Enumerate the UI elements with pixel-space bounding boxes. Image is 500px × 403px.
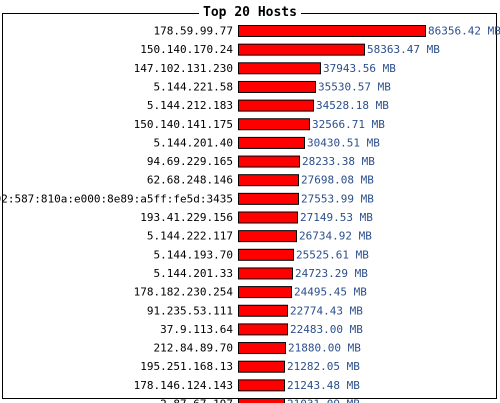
value-label: 22774.43 MB [290,304,363,317]
bar [238,342,286,355]
bar [238,80,316,93]
value-label: 21243.48 MB [287,379,360,392]
category-label: 5.144.193.70 [154,248,233,261]
bar [238,99,314,112]
value-label: 21031.09 MB [287,398,360,403]
category-label: 2a02:587:810a:e000:8e89:a5ff:fe5d:3435 [0,192,233,205]
bar [238,398,285,403]
category-label: 195.251.168.13 [140,360,233,373]
chart-title: Top 20 Hosts [199,5,301,20]
value-label: 25525.61 MB [296,248,369,261]
bar [238,230,297,243]
value-label: 58363.47 MB [367,43,440,56]
category-label: 212.84.89.70 [154,342,233,355]
category-label: 178.182.230.254 [134,286,234,299]
category-label: 37.9.113.64 [160,323,233,336]
category-label: 147.102.131.230 [134,62,233,75]
bar [238,118,310,131]
category-label: 91.235.53.111 [147,304,233,317]
bar [238,286,292,299]
category-label: 150.140.170.24 [140,43,233,56]
category-label: 94.69.229.165 [147,155,233,168]
value-label: 21880.00 MB [288,342,361,355]
value-label: 27698.08 MB [301,174,374,187]
bar [238,155,300,168]
bar [238,360,285,373]
bar [238,62,321,75]
bar [238,211,298,224]
bar [238,192,299,205]
category-label: 178.146.124.143 [134,379,233,392]
bar [238,136,305,149]
bar [238,323,288,336]
value-label: 21282.05 MB [287,360,360,373]
value-label: 22483.00 MB [290,323,363,336]
value-label: 24495.45 MB [294,286,367,299]
category-label: 193.41.229.156 [140,211,233,224]
bar [238,25,426,37]
category-label: 5.144.221.58 [154,80,233,93]
value-label: 34528.18 MB [316,99,389,112]
category-label: 5.144.201.40 [154,136,233,149]
chart-title-wrap: Top 20 Hosts [0,5,500,21]
value-label: 26734.92 MB [299,230,372,243]
value-label: 27149.53 MB [300,211,373,224]
category-label: 178.59.99.77 [154,25,233,38]
category-label: 2.87.67.197 [160,398,233,403]
bar [238,248,294,261]
category-label: 5.144.201.33 [154,267,233,280]
bar [238,379,285,392]
value-label: 30430.51 MB [307,136,380,149]
bar [238,43,365,56]
bar [238,174,299,187]
value-label: 32566.71 MB [312,118,385,131]
category-label: 5.144.212.183 [147,99,233,112]
category-label: 150.140.141.175 [134,118,233,131]
category-label: 5.144.222.117 [147,230,233,243]
value-label: 37943.56 MB [323,62,396,75]
bar [238,267,293,280]
category-label: 62.68.248.146 [147,174,233,187]
value-label: 27553.99 MB [301,192,374,205]
value-label: 28233.38 MB [302,155,375,168]
value-label: 86356.42 MB [428,25,500,38]
value-label: 24723.29 MB [295,267,368,280]
bar [238,304,288,317]
value-label: 35530.57 MB [318,80,391,93]
